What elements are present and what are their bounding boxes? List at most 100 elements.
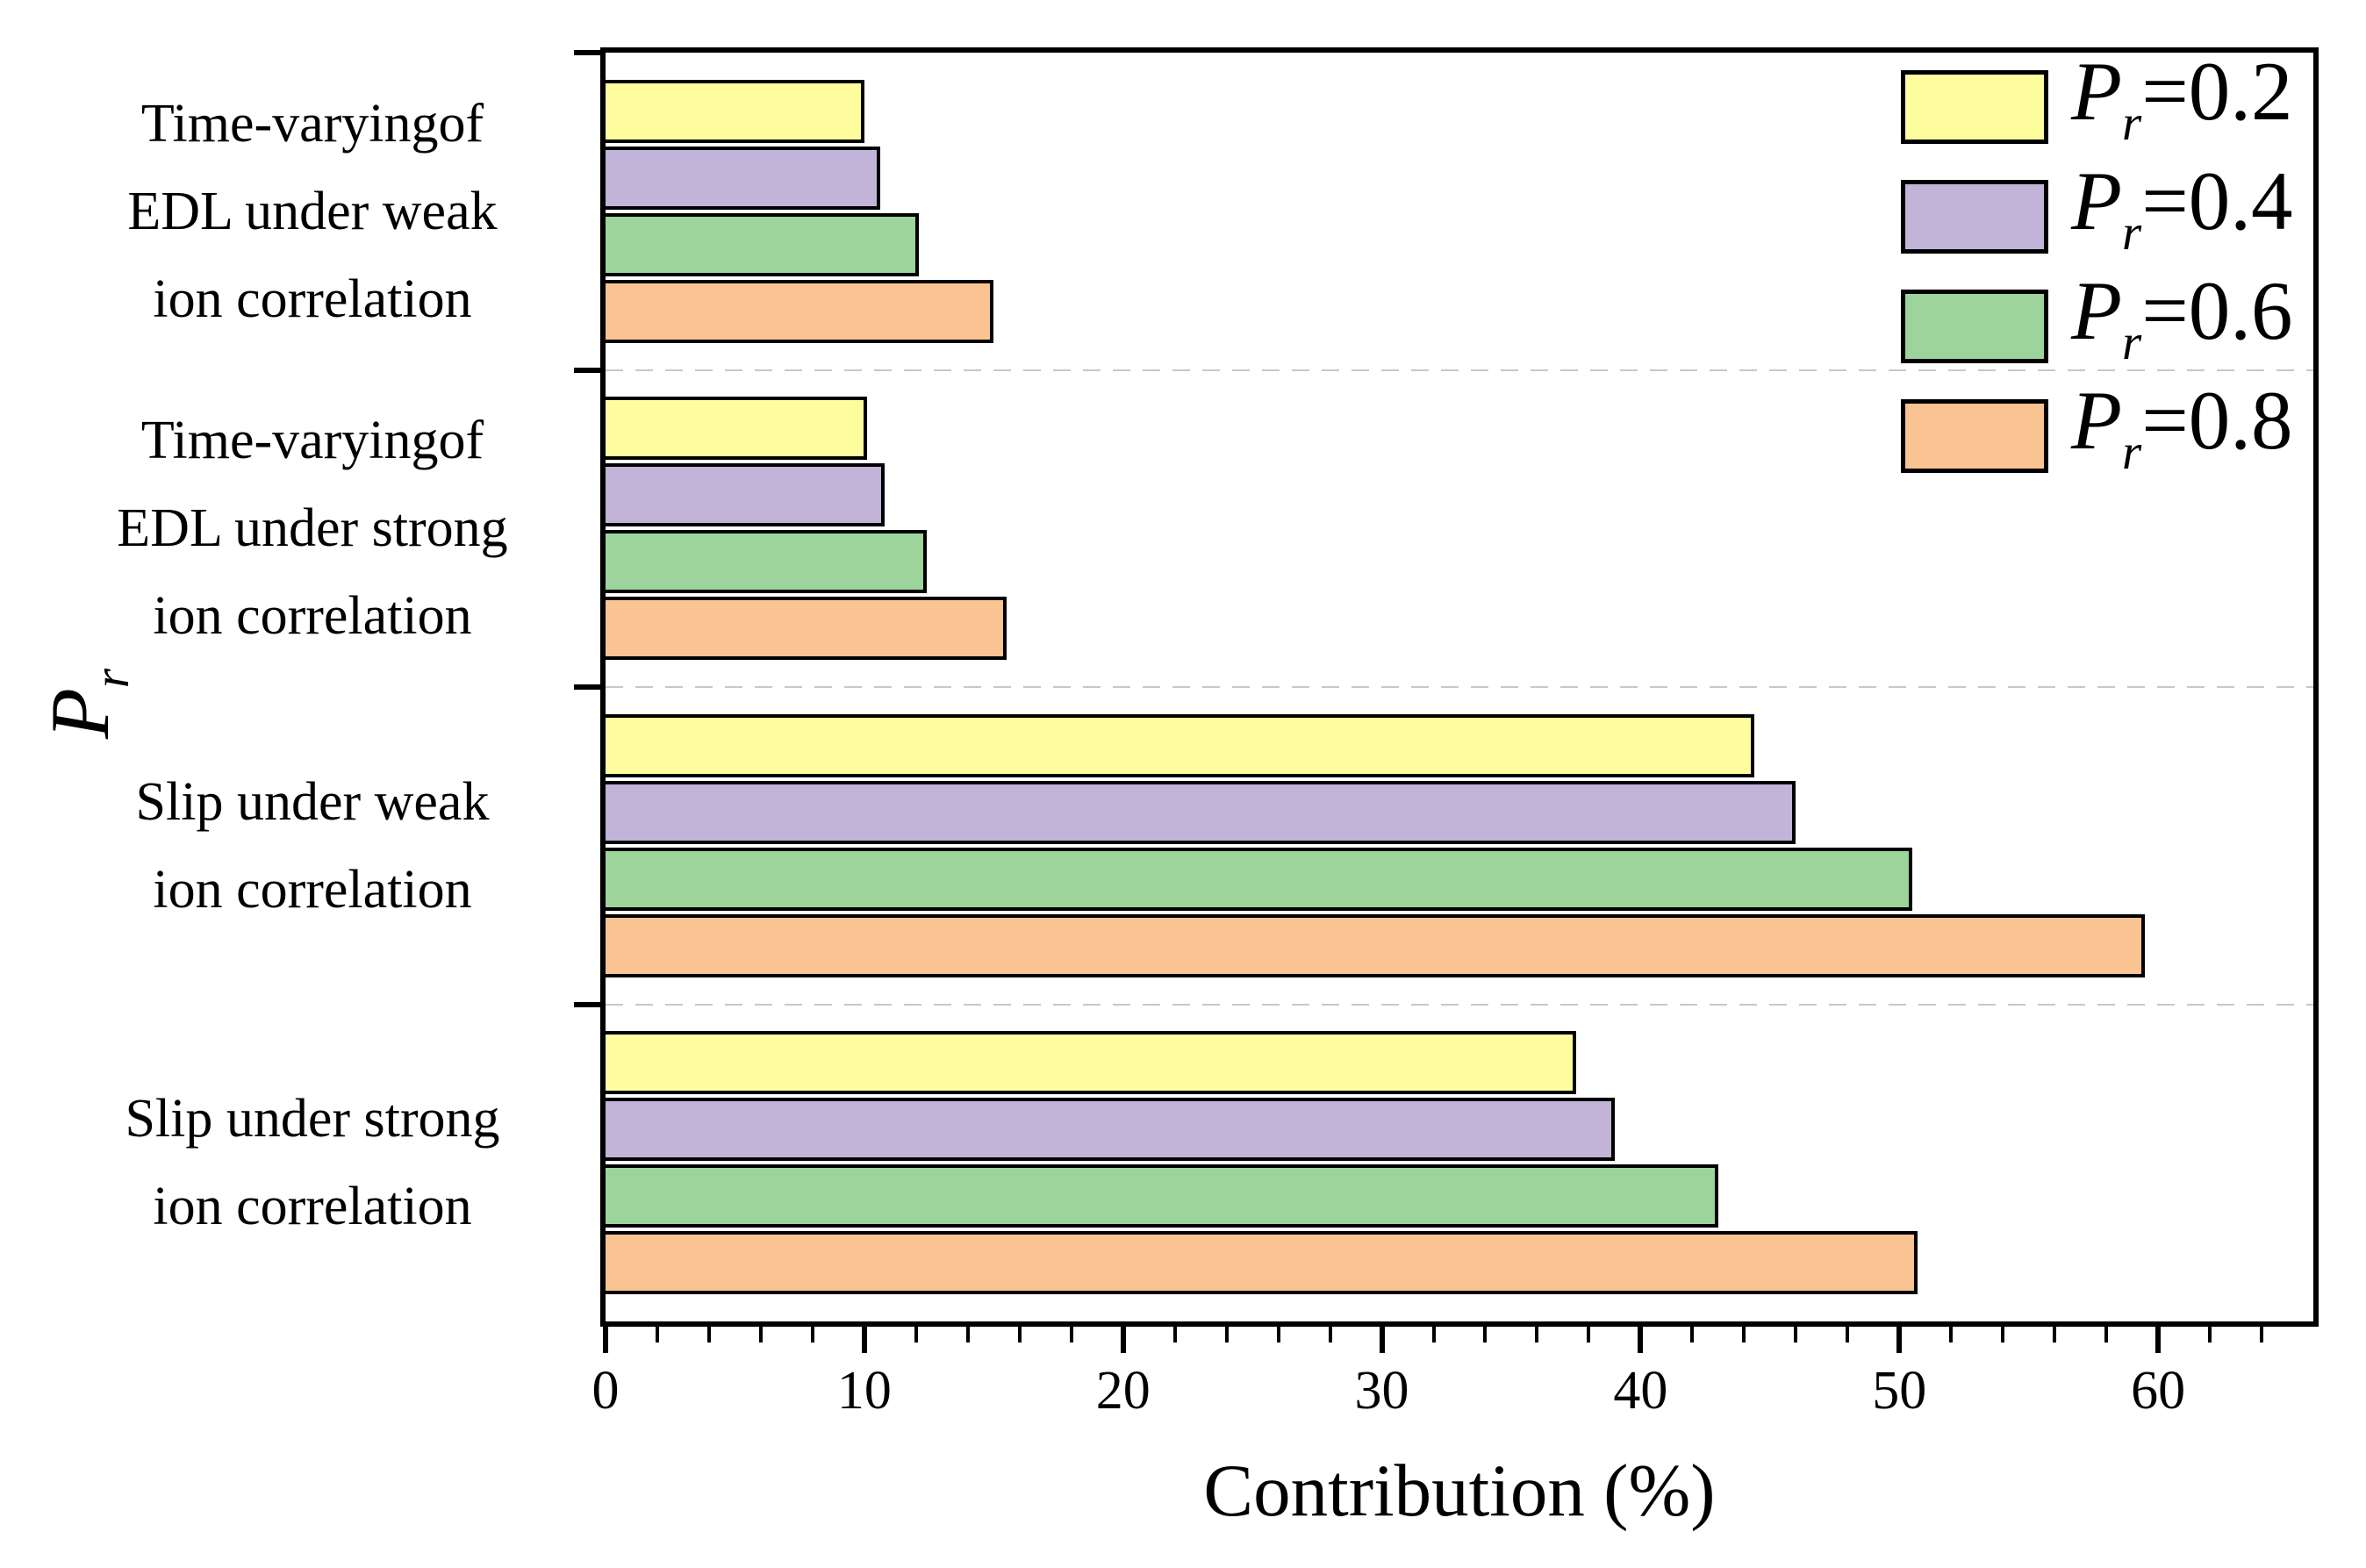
legend-swatch: [1901, 290, 2048, 363]
bar-slip-strong-0.4: [606, 1098, 1615, 1162]
legend-label: Pr=0.4: [2071, 159, 2293, 275]
category-label-line: ion correlation: [153, 859, 472, 920]
x-major-tick: [861, 1327, 867, 1353]
legend-label-value: =0.4: [2141, 154, 2293, 247]
category-separator: [606, 369, 2313, 371]
legend-entry-0.4: Pr=0.4: [1901, 159, 2293, 260]
x-minor-tick: [1587, 1327, 1591, 1342]
x-minor-tick: [655, 1327, 659, 1342]
bar-slip-strong-0.2: [606, 1031, 1576, 1095]
legend-label-value: =0.2: [2141, 44, 2293, 138]
category-separator: [606, 686, 2313, 688]
bar-time-varying-edl-weak-0.2: [606, 79, 864, 143]
legend-label-subscript: r: [2122, 204, 2142, 261]
category-label-line: Slip under weak: [135, 771, 490, 832]
x-tick-label: 40: [1613, 1361, 1668, 1421]
plot-area: 0 10 20 30 40 50 60 Pr=0.2 Pr=0.4 Pr=0.6 Pr=0.8: [574, 47, 2319, 1421]
category-label-line: Slip under strong: [125, 1089, 500, 1149]
bar-time-varying-edl-weak-0.6: [606, 212, 919, 276]
bar-time-varying-edl-strong-0.4: [606, 463, 885, 527]
x-minor-tick: [810, 1327, 814, 1342]
x-minor-tick: [1172, 1327, 1177, 1342]
x-minor-tick: [758, 1327, 763, 1342]
bar-slip-weak-0.4: [606, 780, 1796, 844]
bar-time-varying-edl-strong-0.6: [606, 530, 927, 594]
bar-time-varying-edl-strong-0.2: [606, 397, 867, 461]
category-label-line: EDL under weak: [127, 181, 498, 241]
x-major-tick: [1379, 1327, 1385, 1353]
bar-time-varying-edl-weak-0.8: [606, 279, 994, 343]
x-minor-tick: [1690, 1327, 1695, 1342]
y-axis-title-text: Pr: [33, 668, 140, 740]
y-axis-tick: [574, 367, 600, 373]
category-label-line: ion correlation: [153, 1177, 472, 1237]
category-label-line: EDL under strong: [117, 498, 508, 559]
x-minor-tick: [1846, 1327, 1850, 1342]
x-tick-label: 60: [2131, 1361, 2186, 1421]
x-tick-label: 0: [592, 1361, 620, 1421]
x-minor-tick: [1069, 1327, 1073, 1342]
category-label-line: Time-varyingof: [140, 93, 484, 154]
category-label-time-varying-edl-weak: Time-varyingof EDL under weak ion correlat…: [53, 53, 572, 370]
y-axis-tick: [574, 50, 600, 55]
category-label-line: ion correlation: [153, 586, 472, 647]
legend-label-value: =0.6: [2141, 263, 2293, 357]
legend-label: Pr=0.2: [2071, 49, 2293, 165]
legend-label-symbol: P: [2071, 263, 2123, 357]
x-minor-tick: [1794, 1327, 1798, 1342]
legend-swatch: [1901, 70, 2048, 144]
x-major-tick: [1638, 1327, 1644, 1353]
legend-swatch: [1901, 180, 2048, 254]
bar-slip-weak-0.8: [606, 913, 2146, 977]
x-major-tick: [1120, 1327, 1126, 1353]
category-label-line: ion correlation: [153, 268, 472, 329]
legend-label-symbol: P: [2071, 154, 2123, 247]
legend-label-subscript: r: [2122, 424, 2142, 480]
x-axis-title: Contribution (%): [1203, 1450, 1716, 1532]
x-minor-tick: [706, 1327, 711, 1342]
y-axis-tick: [574, 684, 600, 690]
legend-entry-0.6: Pr=0.6: [1901, 268, 2293, 369]
bar-slip-strong-0.8: [606, 1231, 1918, 1295]
x-minor-tick: [965, 1327, 970, 1342]
category-label-slip-weak: Slip under weak ion correlation: [53, 687, 572, 1005]
legend-swatch: [1901, 399, 2048, 473]
legend-entry-0.2: Pr=0.2: [1901, 49, 2293, 150]
x-minor-tick: [2104, 1327, 2109, 1342]
x-minor-tick: [1431, 1327, 1436, 1342]
x-minor-tick: [2260, 1327, 2264, 1342]
x-minor-tick: [1949, 1327, 1954, 1342]
x-minor-tick: [1328, 1327, 1332, 1342]
legend-label-symbol: P: [2071, 44, 2123, 138]
x-minor-tick: [1483, 1327, 1488, 1342]
bar-slip-strong-0.6: [606, 1164, 1718, 1228]
x-minor-tick: [1276, 1327, 1280, 1342]
legend-entry-0.8: Pr=0.8: [1901, 378, 2293, 479]
bar-time-varying-edl-weak-0.4: [606, 146, 880, 210]
bar-slip-weak-0.2: [606, 713, 1755, 777]
x-tick-label: 50: [1872, 1361, 1927, 1421]
legend-label-subscript: r: [2122, 314, 2142, 370]
x-minor-tick: [2001, 1327, 2005, 1342]
legend-label-value: =0.8: [2141, 373, 2293, 467]
x-tick-label: 20: [1095, 1361, 1151, 1421]
x-major-tick: [2155, 1327, 2162, 1353]
category-label-time-varying-edl-strong: Time-varyingof EDL under strong ion correl…: [53, 370, 572, 688]
x-minor-tick: [1535, 1327, 1539, 1342]
legend-label-subscript: r: [2122, 95, 2142, 151]
x-minor-tick: [1224, 1327, 1229, 1342]
y-axis-tick: [574, 1001, 600, 1007]
x-minor-tick: [1742, 1327, 1746, 1342]
legend-label: Pr=0.6: [2071, 268, 2293, 384]
category-separator: [606, 1003, 2313, 1006]
legend-label: Pr=0.8: [2071, 378, 2293, 494]
category-label-line: Time-varyingof: [140, 411, 484, 471]
category-label-slip-strong: Slip under strong ion correlation: [53, 1005, 572, 1322]
x-tick-label: 30: [1354, 1361, 1409, 1421]
x-major-tick: [603, 1327, 608, 1353]
x-major-tick: [1896, 1327, 1903, 1353]
x-minor-tick: [914, 1327, 918, 1342]
y-axis-title: Pr: [7, 625, 165, 783]
bar-slip-weak-0.6: [606, 847, 1912, 911]
